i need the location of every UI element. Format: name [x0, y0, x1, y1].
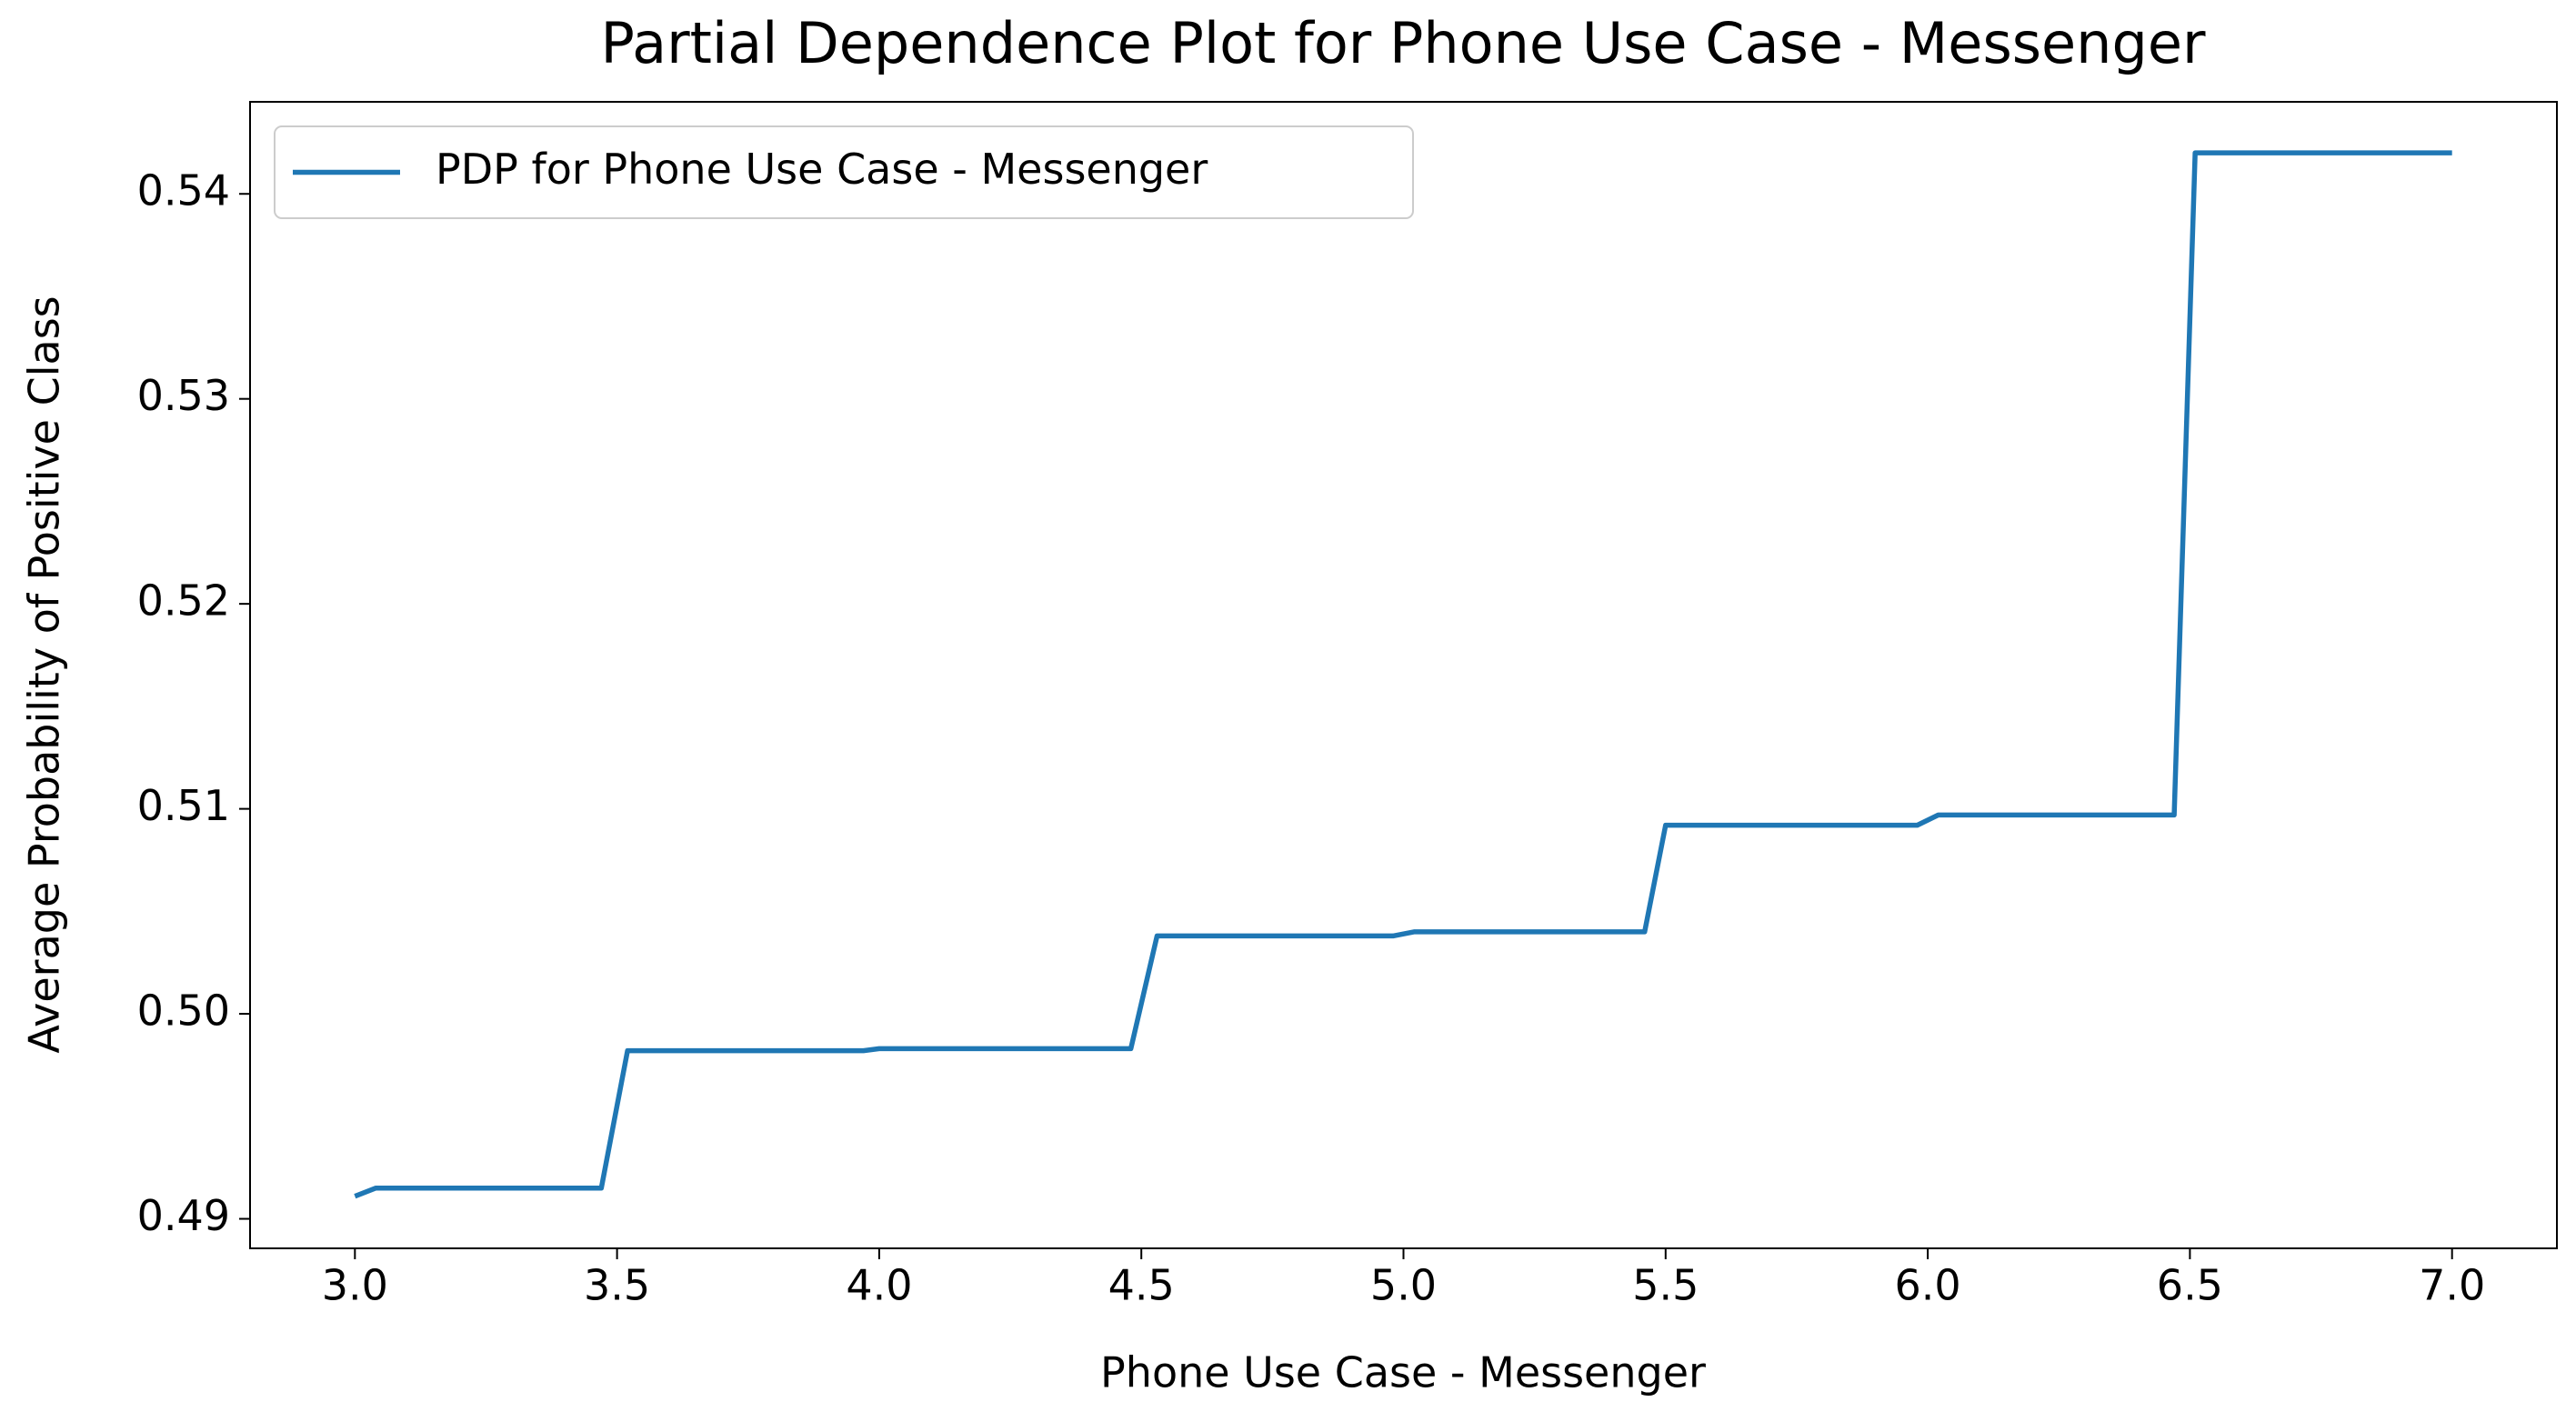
x-tick-label: 4.0 — [846, 1261, 912, 1310]
legend-box — [274, 125, 1414, 219]
x-tick-label: 4.5 — [1108, 1261, 1175, 1310]
x-tick-label: 3.5 — [584, 1261, 650, 1310]
series-line — [354, 150, 2452, 1199]
y-tick-label: 0.50 — [137, 986, 230, 1036]
x-tick-label: 6.5 — [2157, 1261, 2223, 1310]
y-tick-label: 0.54 — [137, 166, 230, 215]
x-axis-label: Phone Use Case - Messenger — [1100, 1348, 1706, 1397]
x-tick-label: 6.0 — [1895, 1261, 1961, 1310]
y-tick-label: 0.52 — [137, 576, 230, 626]
y-tick-label: 0.53 — [137, 371, 230, 420]
x-tick-label: 3.0 — [322, 1261, 388, 1310]
plot-frame — [249, 101, 2558, 1249]
legend-label: PDP for Phone Use Case - Messenger — [436, 145, 1208, 194]
y-tick-label: 0.49 — [137, 1191, 230, 1240]
x-tick-label: 5.5 — [1632, 1261, 1699, 1310]
x-tick-label: 5.0 — [1370, 1261, 1437, 1310]
x-tick-label: 7.0 — [2419, 1261, 2485, 1310]
y-axis-label: Average Probability of Positive Class — [20, 295, 69, 1053]
chart-title: Partial Dependence Plot for Phone Use Ca… — [601, 10, 2206, 76]
y-tick-label: 0.51 — [137, 781, 230, 830]
